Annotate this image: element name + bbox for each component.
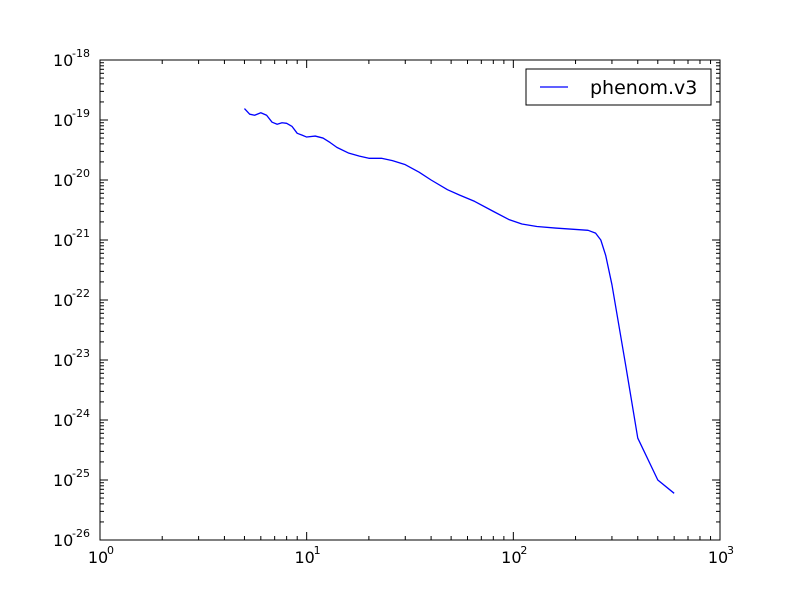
y-tick-label: 10	[53, 291, 73, 310]
y-tick-exponent: -22	[72, 287, 90, 300]
tick-labels: 100 101 102 10310-1810-1910-2010-2110-2210-…	[53, 47, 734, 567]
x-tick-exponent: 1	[314, 544, 321, 557]
x-tick-exponent: 3	[727, 544, 734, 557]
plot-area	[100, 60, 720, 540]
plot-background	[100, 60, 720, 540]
ticks-layer	[99, 59, 721, 541]
legend-label-0: phenom.v3	[590, 77, 697, 99]
y-tick-label: 10	[53, 411, 73, 430]
x-tick-label: 10	[708, 548, 728, 567]
y-tick-label: 10	[53, 531, 73, 550]
x-tick-label: 10	[501, 548, 521, 567]
x-tick-exponent: 0	[107, 544, 114, 557]
y-tick-label: 10	[53, 51, 73, 70]
x-tick-exponent: 2	[520, 544, 527, 557]
y-tick-exponent: -26	[72, 527, 90, 540]
y-tick-exponent: -19	[72, 107, 90, 120]
y-tick-exponent: -20	[72, 167, 90, 180]
y-tick-label: 10	[53, 111, 73, 130]
y-tick-label: 10	[53, 471, 73, 490]
y-tick-exponent: -24	[72, 407, 90, 420]
legend: phenom.v3	[525, 68, 712, 106]
x-tick-label: 10	[88, 548, 108, 567]
y-tick-exponent: -23	[72, 347, 90, 360]
x-tick-label: 10	[294, 548, 314, 567]
series-line-0	[243, 108, 675, 494]
series-layer	[243, 108, 675, 494]
y-tick-exponent: -21	[72, 227, 90, 240]
y-tick-exponent: -18	[72, 47, 90, 60]
y-tick-exponent: -25	[72, 467, 90, 480]
y-tick-label: 10	[53, 351, 73, 370]
y-tick-label: 10	[53, 231, 73, 250]
y-tick-label: 10	[53, 171, 73, 190]
